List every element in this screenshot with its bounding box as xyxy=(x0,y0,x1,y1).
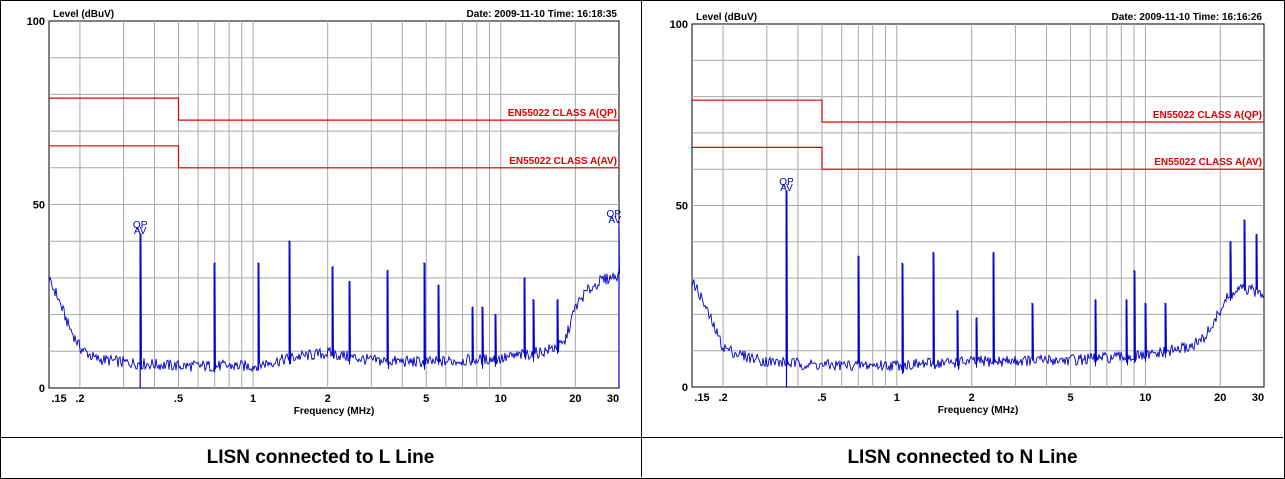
column-divider xyxy=(641,0,642,477)
x-tick-label: .2 xyxy=(718,392,727,404)
x-tick-label: 1 xyxy=(894,392,900,404)
y-tick-label: 100 xyxy=(27,16,45,28)
limit-label: EN55022 CLASS A(QP) xyxy=(508,108,617,119)
limit-label: EN55022 CLASS A(QP) xyxy=(1153,110,1262,121)
x-tick-label: 5 xyxy=(1068,392,1074,404)
x-tick-label: 20 xyxy=(569,393,581,405)
measurement-trace xyxy=(48,222,620,373)
peak-point xyxy=(1125,299,1128,301)
marker-label: QP xyxy=(133,220,148,231)
limit-line xyxy=(49,145,619,169)
peak-point xyxy=(1031,302,1033,305)
peak-point xyxy=(532,299,534,301)
chart-header: Date: 2009-11-10 Time: 16:18:35 xyxy=(467,9,618,20)
limit-line xyxy=(692,146,1264,170)
x-tick-label: .5 xyxy=(817,392,826,404)
peak-point xyxy=(857,255,860,258)
y-axis-title: Level (dBuV) xyxy=(696,12,757,23)
y-axis-title: Level (dBuV) xyxy=(53,9,114,20)
marker-label: QP xyxy=(779,177,794,188)
peak-point xyxy=(257,262,260,265)
chart-n-line: EN55022 CLASS A(QP) EN55022 CLASS A(AV) QP… xyxy=(670,12,1265,416)
peak-point xyxy=(387,269,389,272)
x-tick-label: 2 xyxy=(969,392,975,404)
chart-header: Date: 2009-11-10 Time: 16:16:26 xyxy=(1112,12,1263,23)
x-tick-label: 1 xyxy=(250,393,256,405)
peak-point xyxy=(992,251,995,254)
peak-point xyxy=(524,277,526,279)
x-axis-title: Frequency (MHz) xyxy=(294,406,375,417)
caption-l-line: LISN connected to L Line xyxy=(206,447,435,468)
peak-point xyxy=(1229,241,1232,243)
peak-point xyxy=(213,262,216,265)
peak-point xyxy=(901,262,903,265)
peak-point xyxy=(1094,299,1097,301)
peak-point xyxy=(618,222,620,224)
marker-label: AV xyxy=(608,215,621,226)
marker-label: AV xyxy=(780,183,793,194)
x-tick-label: 20 xyxy=(1214,392,1226,404)
peak-point xyxy=(348,280,351,283)
y-tick-label: 0 xyxy=(39,383,45,395)
x-tick-label: 10 xyxy=(1139,392,1151,404)
limit-line xyxy=(49,97,619,121)
y-tick-label: 100 xyxy=(670,19,688,31)
peak-point xyxy=(976,317,978,319)
x-tick-label: .15 xyxy=(694,392,709,404)
peak-point xyxy=(785,190,788,192)
peak-point xyxy=(932,251,934,254)
peak-point xyxy=(1164,302,1166,305)
measurement-trace xyxy=(691,190,1265,375)
peak-point xyxy=(1133,270,1135,272)
caption-n-line: LISN connected to N Line xyxy=(847,447,1078,468)
peak-point xyxy=(494,313,497,316)
y-tick-label: 0 xyxy=(682,382,688,394)
x-tick-label: 30 xyxy=(1252,392,1264,404)
y-tick-label: 50 xyxy=(33,200,45,212)
x-tick-label: 10 xyxy=(495,393,507,405)
x-tick-label: 30 xyxy=(607,393,619,405)
limit-label: EN55022 CLASS A(AV) xyxy=(1154,157,1262,168)
limit-line xyxy=(692,99,1264,123)
marker-label: QP xyxy=(607,209,622,220)
x-axis-title: Frequency (MHz) xyxy=(938,405,1019,416)
peak-point xyxy=(481,306,483,309)
peak-point xyxy=(288,240,291,242)
peak-point xyxy=(471,306,474,309)
marker-label: AV xyxy=(134,226,147,237)
peak-point xyxy=(423,262,425,265)
peak-point xyxy=(1255,233,1258,236)
peak-point xyxy=(956,309,959,312)
x-tick-label: .5 xyxy=(174,393,183,405)
peak-point xyxy=(332,266,334,268)
peak-point xyxy=(139,233,141,235)
y-tick-label: 50 xyxy=(676,201,688,213)
peak-point xyxy=(1243,219,1246,221)
limit-label: EN55022 CLASS A(AV) xyxy=(509,156,617,167)
peak-point xyxy=(557,299,559,301)
caption-divider xyxy=(0,437,1283,438)
peak-point xyxy=(1144,302,1147,305)
chart-l-line: EN55022 CLASS A(QP) EN55022 CLASS A(AV) QP… xyxy=(27,9,622,417)
x-tick-label: 2 xyxy=(325,393,331,405)
x-tick-label: .2 xyxy=(75,393,84,405)
peak-point xyxy=(437,284,440,287)
x-tick-label: .15 xyxy=(51,393,66,405)
x-tick-label: 5 xyxy=(423,393,429,405)
